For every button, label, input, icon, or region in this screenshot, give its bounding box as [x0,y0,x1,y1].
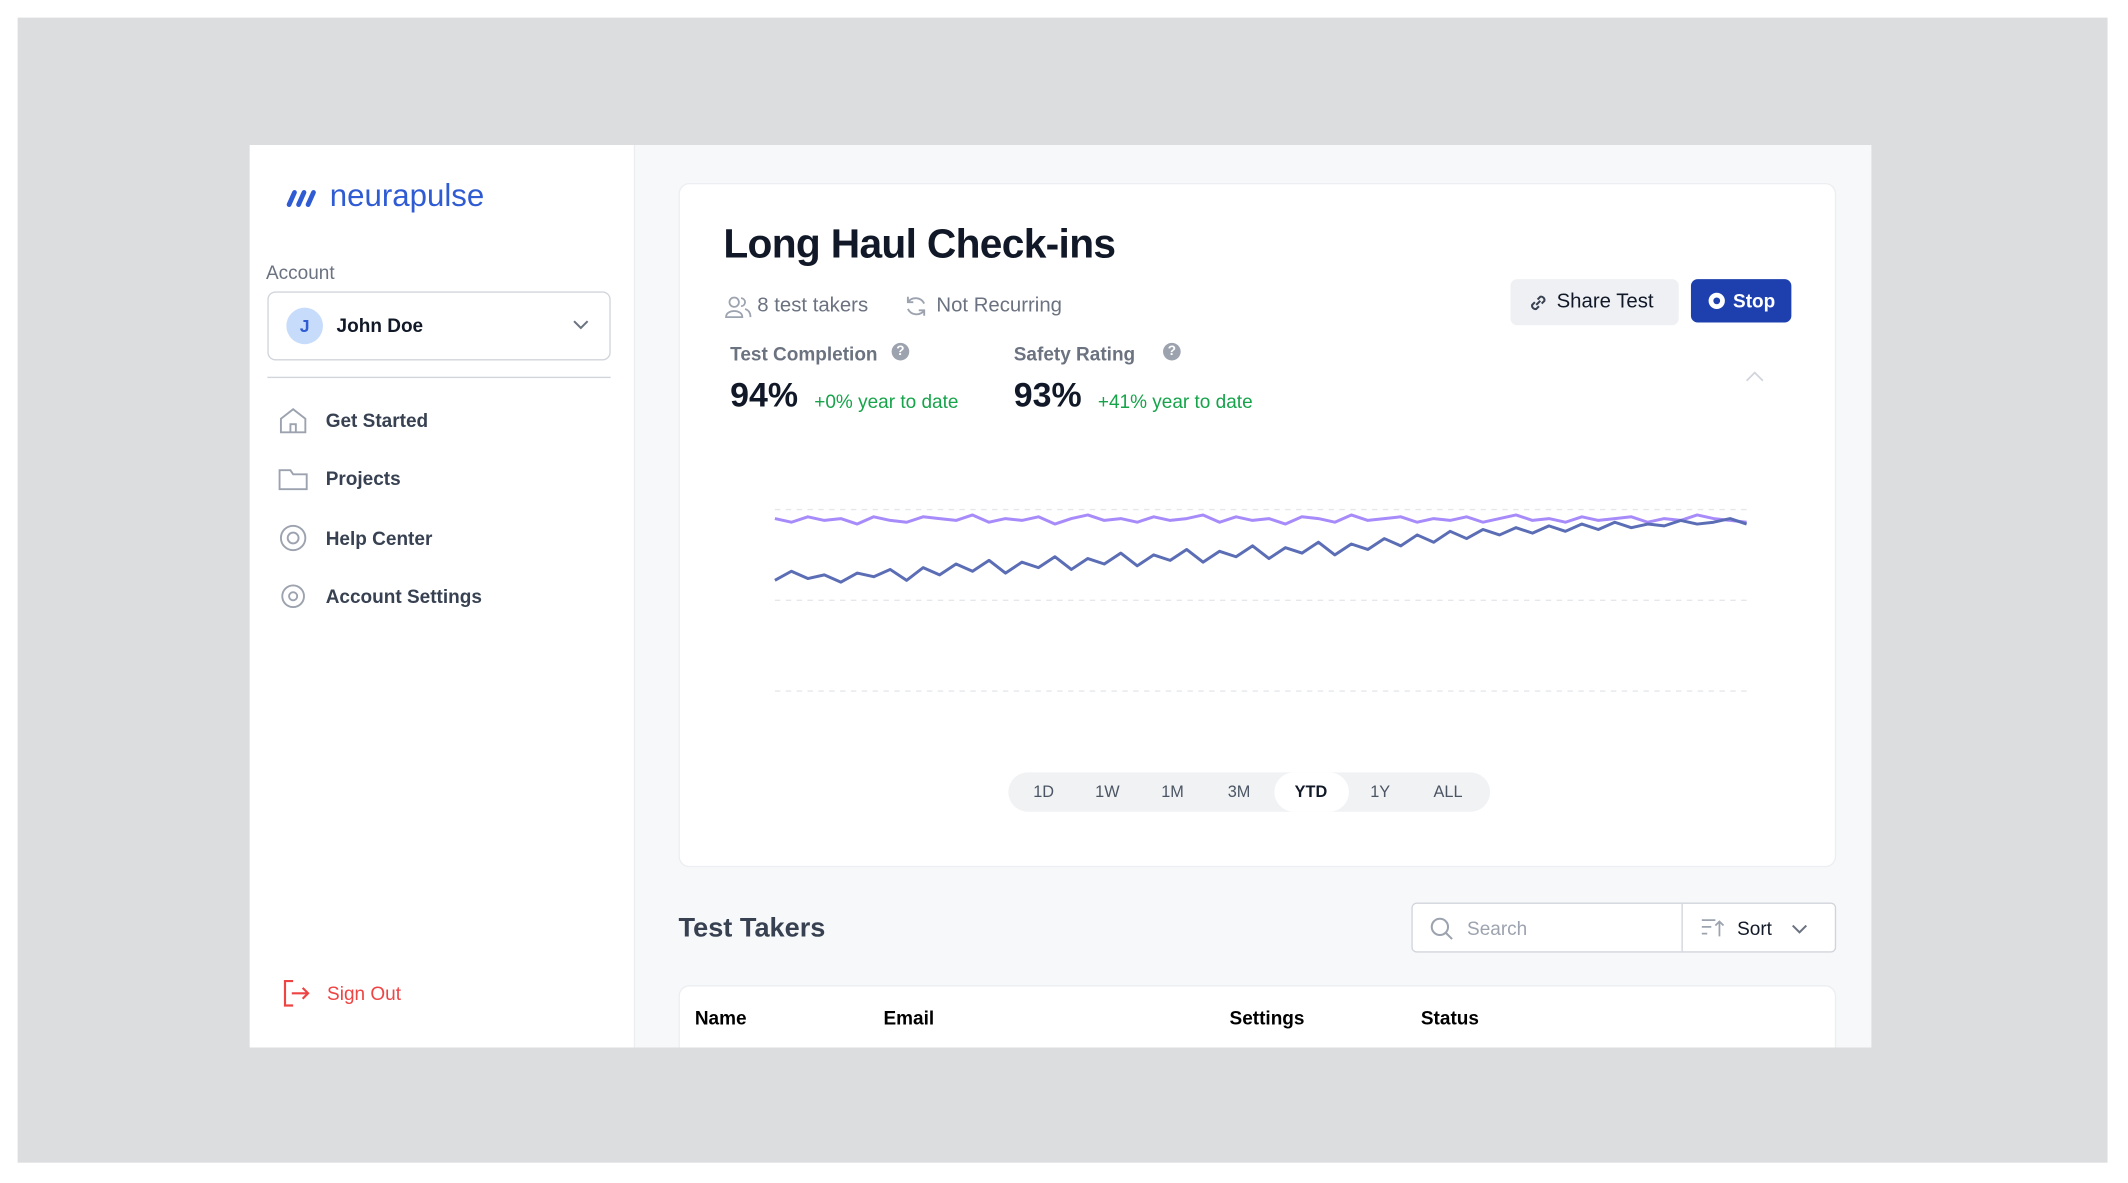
series-line [774,517,1748,584]
series-line [774,513,1747,526]
logo-icon [286,190,316,207]
column-header: Status [1420,1006,1479,1029]
nav-item[interactable]: Account Settings [325,585,482,608]
range-button[interactable]: 1W [1095,781,1120,801]
help-icon: ? [1163,342,1181,361]
stop-label: Stop [1733,289,1776,312]
sign-out[interactable]: Sign Out [327,982,402,1005]
stop-button[interactable]: Stop [1690,279,1792,323]
stat-value: 94% [730,376,799,415]
nav-icons [278,408,308,609]
sort-icon [1701,919,1725,937]
chart [774,508,1748,692]
divider [267,376,611,379]
share-label: Share Test [1556,289,1654,314]
range-button[interactable]: 3M [1227,781,1251,801]
account-select[interactable]: J John Doe [267,291,611,361]
recurrence: Not Recurring [936,294,1062,318]
account-label: Account [265,261,335,284]
nav-item[interactable]: Projects [325,467,401,490]
logo: neurapulse [329,177,485,213]
column-header: Name [694,1006,747,1029]
stat-value: 93% [1013,376,1082,415]
sidebar: neurapulse Account J John Doe Get Starte… [249,144,636,1048]
table: Name Email Settings Status [678,985,1837,1048]
nav-item[interactable]: Get Started [325,409,429,431]
divider [1681,903,1683,952]
range-button[interactable]: YTD [1273,772,1349,812]
help-icon: ? [891,342,910,361]
title: Long Haul Check-ins [723,222,1116,267]
stat-label: Safety Rating [1013,342,1136,365]
users-icon [725,296,752,318]
toolbar: Search Sort [1411,902,1837,953]
stop-icon [1708,292,1725,309]
collapse-caret[interactable] [1745,371,1764,382]
avatar: J [286,307,323,345]
app-window: neurapulse Account J John Doe Get Starte… [249,144,1872,1048]
sort-button[interactable]: Sort [1737,917,1772,940]
range-button[interactable]: 1Y [1370,781,1391,801]
range-selector: 1D 1W 1M 3M YTD 1Y ALL [1008,772,1491,812]
stat-change: +0% year to date [814,390,959,412]
stat-label: Test Completion [730,342,878,365]
link-icon [1531,295,1546,311]
chevron [573,320,589,330]
chevron [1792,924,1808,934]
share-button[interactable]: Share Test [1510,279,1679,326]
range-button[interactable]: ALL [1433,781,1463,801]
recur-icon [906,296,926,316]
column-header: Email [883,1006,935,1029]
stat-change: +41% year to date [1097,390,1253,412]
search-icon [1430,917,1453,940]
range-button[interactable]: 1D [1033,781,1055,801]
sign-out-icon [283,980,310,1007]
takers: 8 test takers [757,294,869,318]
account-name: John Doe [336,314,424,337]
search-input[interactable]: Search [1467,917,1528,940]
column-header: Settings [1229,1006,1305,1029]
range-button[interactable]: 1M [1161,781,1184,801]
nav-item[interactable]: Help Center [325,527,433,549]
section-title: Test Takers [678,913,826,944]
test-card: Long Haul Check-ins 8 test takers Not Re… [678,182,1837,868]
